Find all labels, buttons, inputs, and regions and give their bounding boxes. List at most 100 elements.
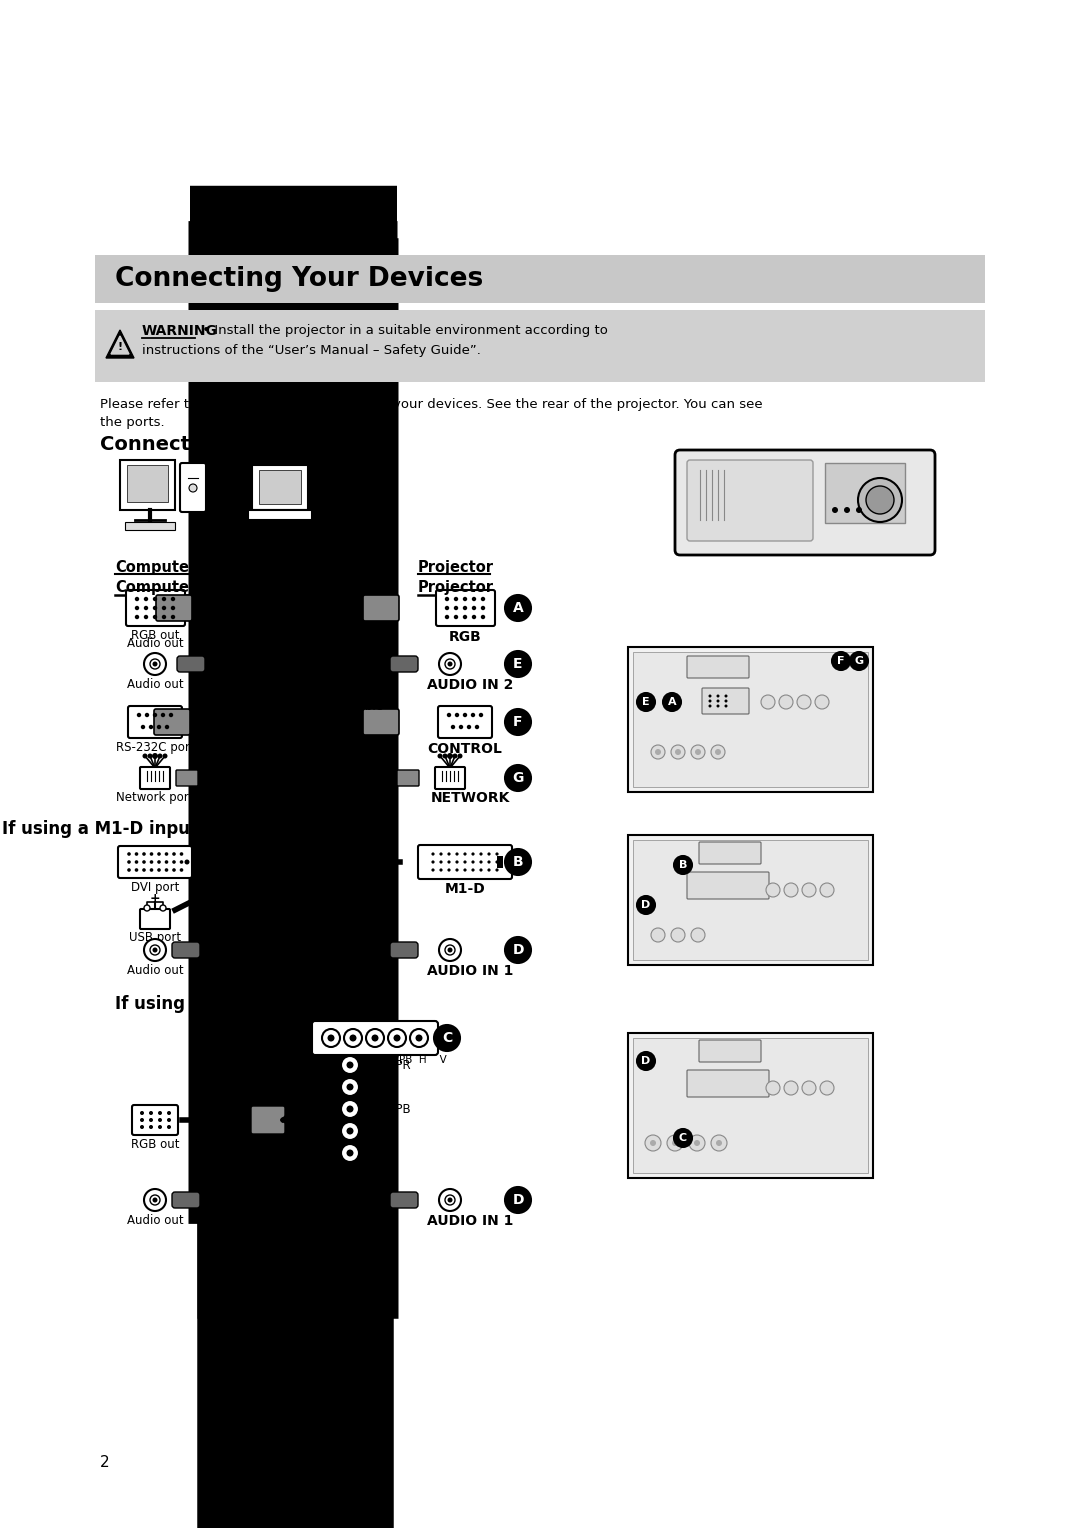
- Circle shape: [667, 1135, 683, 1151]
- Circle shape: [162, 614, 166, 619]
- Text: If using a M1-D input (to mouse control): If using a M1-D input (to mouse control): [2, 821, 378, 837]
- Circle shape: [150, 944, 160, 955]
- Circle shape: [487, 868, 490, 871]
- Text: instructions of the “User’s Manual – Safety Guide”.: instructions of the “User’s Manual – Saf…: [141, 344, 481, 358]
- Circle shape: [445, 944, 455, 955]
- Circle shape: [671, 746, 685, 759]
- Circle shape: [127, 868, 131, 872]
- Circle shape: [505, 766, 531, 792]
- Text: 2: 2: [100, 1455, 110, 1470]
- Circle shape: [179, 853, 184, 856]
- Bar: [248, 510, 312, 520]
- Text: C: C: [442, 1031, 453, 1045]
- Circle shape: [716, 1140, 723, 1146]
- FancyBboxPatch shape: [251, 1106, 285, 1134]
- Circle shape: [505, 709, 531, 735]
- Text: D: D: [642, 900, 650, 911]
- Circle shape: [347, 1128, 353, 1134]
- Circle shape: [445, 1195, 455, 1206]
- FancyBboxPatch shape: [435, 767, 465, 788]
- Text: AUDIO IN 2: AUDIO IN 2: [427, 678, 513, 692]
- Text: D: D: [512, 943, 524, 957]
- Text: D: D: [642, 1056, 650, 1067]
- Text: M1-D: M1-D: [445, 882, 485, 895]
- Circle shape: [645, 1135, 661, 1151]
- Circle shape: [322, 1028, 340, 1047]
- Circle shape: [416, 1034, 422, 1042]
- Text: BNC cable: BNC cable: [265, 1152, 325, 1164]
- Circle shape: [372, 1034, 378, 1042]
- Circle shape: [505, 850, 531, 876]
- Circle shape: [447, 853, 450, 856]
- Circle shape: [158, 868, 161, 872]
- Text: Stereo Mini cable: Stereo Mini cable: [289, 1178, 391, 1190]
- Circle shape: [135, 853, 138, 856]
- Circle shape: [455, 712, 459, 717]
- FancyBboxPatch shape: [687, 460, 813, 541]
- Text: RS-232C cable: RS-232C cable: [297, 700, 383, 714]
- Circle shape: [832, 507, 838, 513]
- Circle shape: [144, 614, 148, 619]
- Polygon shape: [106, 330, 134, 358]
- Circle shape: [447, 753, 453, 759]
- Circle shape: [708, 700, 712, 703]
- Circle shape: [820, 1080, 834, 1096]
- Circle shape: [150, 659, 160, 669]
- Text: !: !: [118, 342, 122, 351]
- Text: R/CB/PR G/Y B/CB/PB  H    V: R/CB/PR G/Y B/CB/PB H V: [303, 1054, 446, 1065]
- Circle shape: [144, 605, 148, 610]
- Circle shape: [167, 1111, 171, 1115]
- Circle shape: [164, 853, 168, 856]
- Circle shape: [481, 605, 485, 610]
- Circle shape: [434, 1025, 460, 1051]
- Circle shape: [663, 694, 681, 711]
- Circle shape: [480, 860, 483, 863]
- Text: • Install the projector in a suitable environment according to: • Install the projector in a suitable en…: [198, 324, 607, 338]
- Circle shape: [496, 860, 499, 863]
- Circle shape: [152, 662, 158, 666]
- Circle shape: [150, 860, 153, 863]
- Circle shape: [463, 597, 468, 601]
- Circle shape: [189, 484, 197, 492]
- Text: B: B: [679, 860, 687, 869]
- Circle shape: [145, 712, 149, 717]
- Circle shape: [725, 700, 728, 703]
- Bar: [95, 255, 985, 303]
- Text: F: F: [513, 715, 523, 729]
- FancyBboxPatch shape: [156, 594, 192, 620]
- Circle shape: [440, 860, 443, 863]
- Circle shape: [158, 1118, 162, 1122]
- Bar: [627, 646, 873, 792]
- Circle shape: [140, 1118, 144, 1122]
- Circle shape: [471, 868, 474, 871]
- FancyBboxPatch shape: [129, 706, 183, 738]
- Circle shape: [447, 662, 453, 666]
- Circle shape: [850, 652, 868, 669]
- Text: DVI port: DVI port: [131, 882, 179, 894]
- Circle shape: [143, 868, 146, 872]
- FancyBboxPatch shape: [172, 941, 200, 958]
- Text: Audio out: Audio out: [126, 637, 184, 649]
- Circle shape: [445, 597, 449, 601]
- Text: B/CB/PB: B/CB/PB: [364, 1103, 411, 1115]
- FancyBboxPatch shape: [702, 688, 750, 714]
- Circle shape: [471, 712, 475, 717]
- FancyBboxPatch shape: [363, 594, 399, 620]
- FancyBboxPatch shape: [180, 463, 206, 512]
- Circle shape: [144, 905, 150, 911]
- Circle shape: [766, 1080, 780, 1096]
- Text: Projector: Projector: [418, 581, 494, 594]
- Text: Please refer to the following for connecting your devices. See the rear of the p: Please refer to the following for connec…: [100, 397, 762, 411]
- Circle shape: [148, 753, 152, 758]
- Circle shape: [472, 605, 476, 610]
- Text: Audio out: Audio out: [126, 1215, 184, 1227]
- Text: USB port: USB port: [129, 931, 181, 944]
- Circle shape: [179, 860, 184, 863]
- Circle shape: [152, 753, 158, 759]
- Circle shape: [716, 700, 719, 703]
- Circle shape: [171, 597, 175, 601]
- Text: G: G: [854, 656, 864, 666]
- Circle shape: [637, 694, 654, 711]
- Circle shape: [172, 853, 176, 856]
- Circle shape: [149, 724, 153, 729]
